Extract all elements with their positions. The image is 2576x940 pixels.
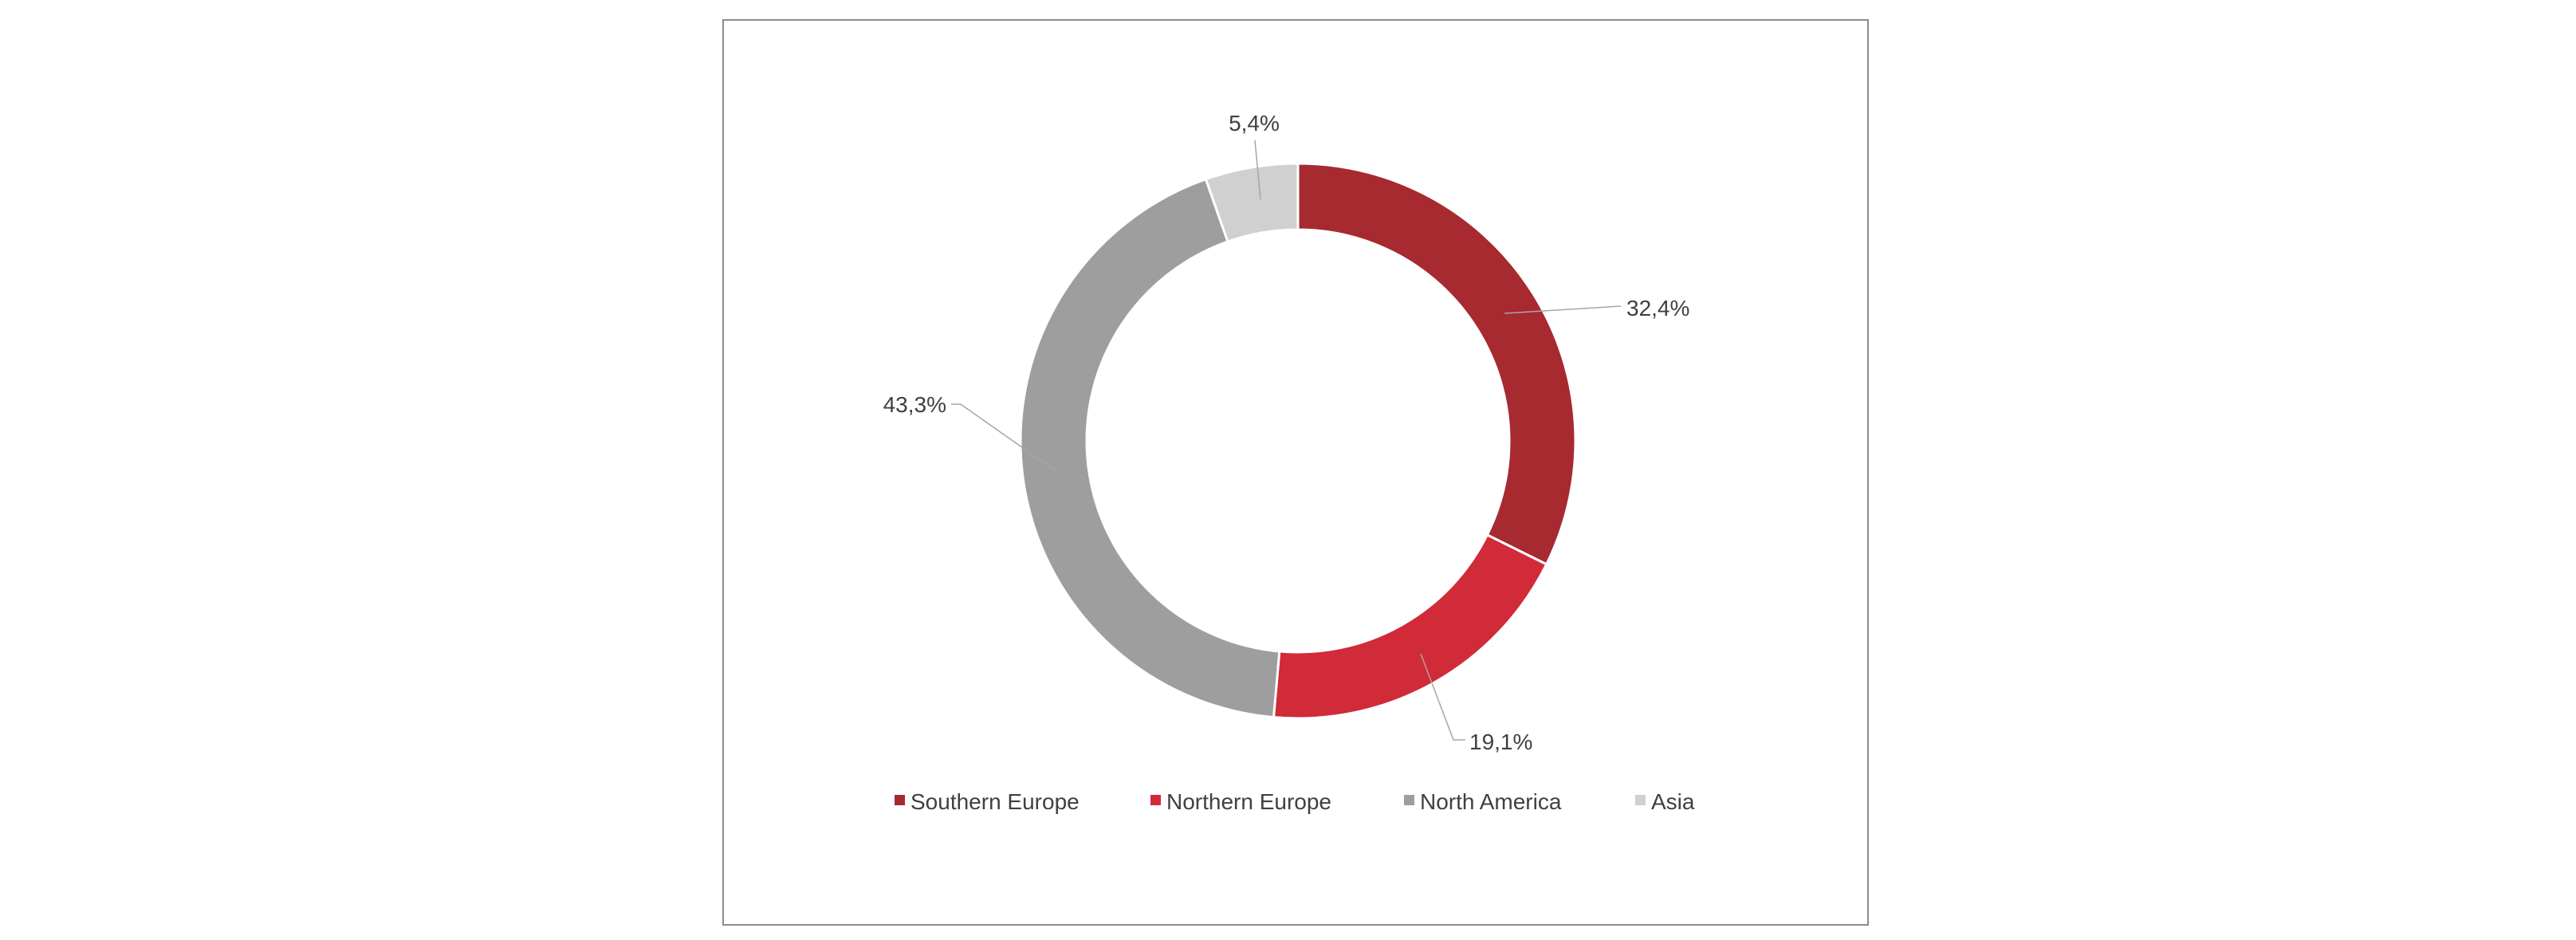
legend-label-asia: Asia — [1651, 789, 1695, 814]
data-label-north-america: 43,3% — [883, 392, 946, 417]
legend-swatch-asia — [1635, 795, 1646, 805]
leader-line-northern-europe — [1420, 653, 1465, 741]
data-label-asia: 5,4% — [1229, 111, 1280, 136]
legend-item-asia: Asia — [1635, 789, 1695, 814]
legend-item-southern-europe: Southern Europe — [895, 789, 1080, 814]
legend-label-northern-europe: Northern Europe — [1166, 789, 1331, 814]
leader-line-southern-europe — [1504, 305, 1622, 314]
slice-north-america — [1019, 177, 1281, 719]
leader-lines — [951, 140, 1622, 741]
legend-swatch-north-america — [1404, 795, 1414, 805]
slice-asia — [1204, 162, 1300, 243]
slice-southern-europe — [1296, 162, 1577, 566]
leader-line-asia — [1254, 140, 1261, 200]
data-label-southern-europe: 32,4% — [1626, 296, 1689, 321]
data-labels: 32,4% 19,1% 43,3% 5,4% — [883, 111, 1690, 754]
donut-slices — [1019, 162, 1577, 720]
legend: Southern Europe Northern Europe North Amer… — [895, 789, 1695, 814]
slice-northern-europe — [1272, 533, 1548, 720]
legend-swatch-southern-europe — [895, 795, 905, 805]
legend-item-north-america: North America — [1404, 789, 1562, 814]
leader-line-north-america — [951, 403, 1056, 471]
legend-label-southern-europe: Southern Europe — [910, 789, 1080, 814]
legend-label-north-america: North America — [1420, 789, 1562, 814]
data-label-northern-europe: 19,1% — [1469, 730, 1532, 754]
legend-swatch-northern-europe — [1150, 795, 1161, 805]
legend-item-northern-europe: Northern Europe — [1150, 789, 1331, 814]
